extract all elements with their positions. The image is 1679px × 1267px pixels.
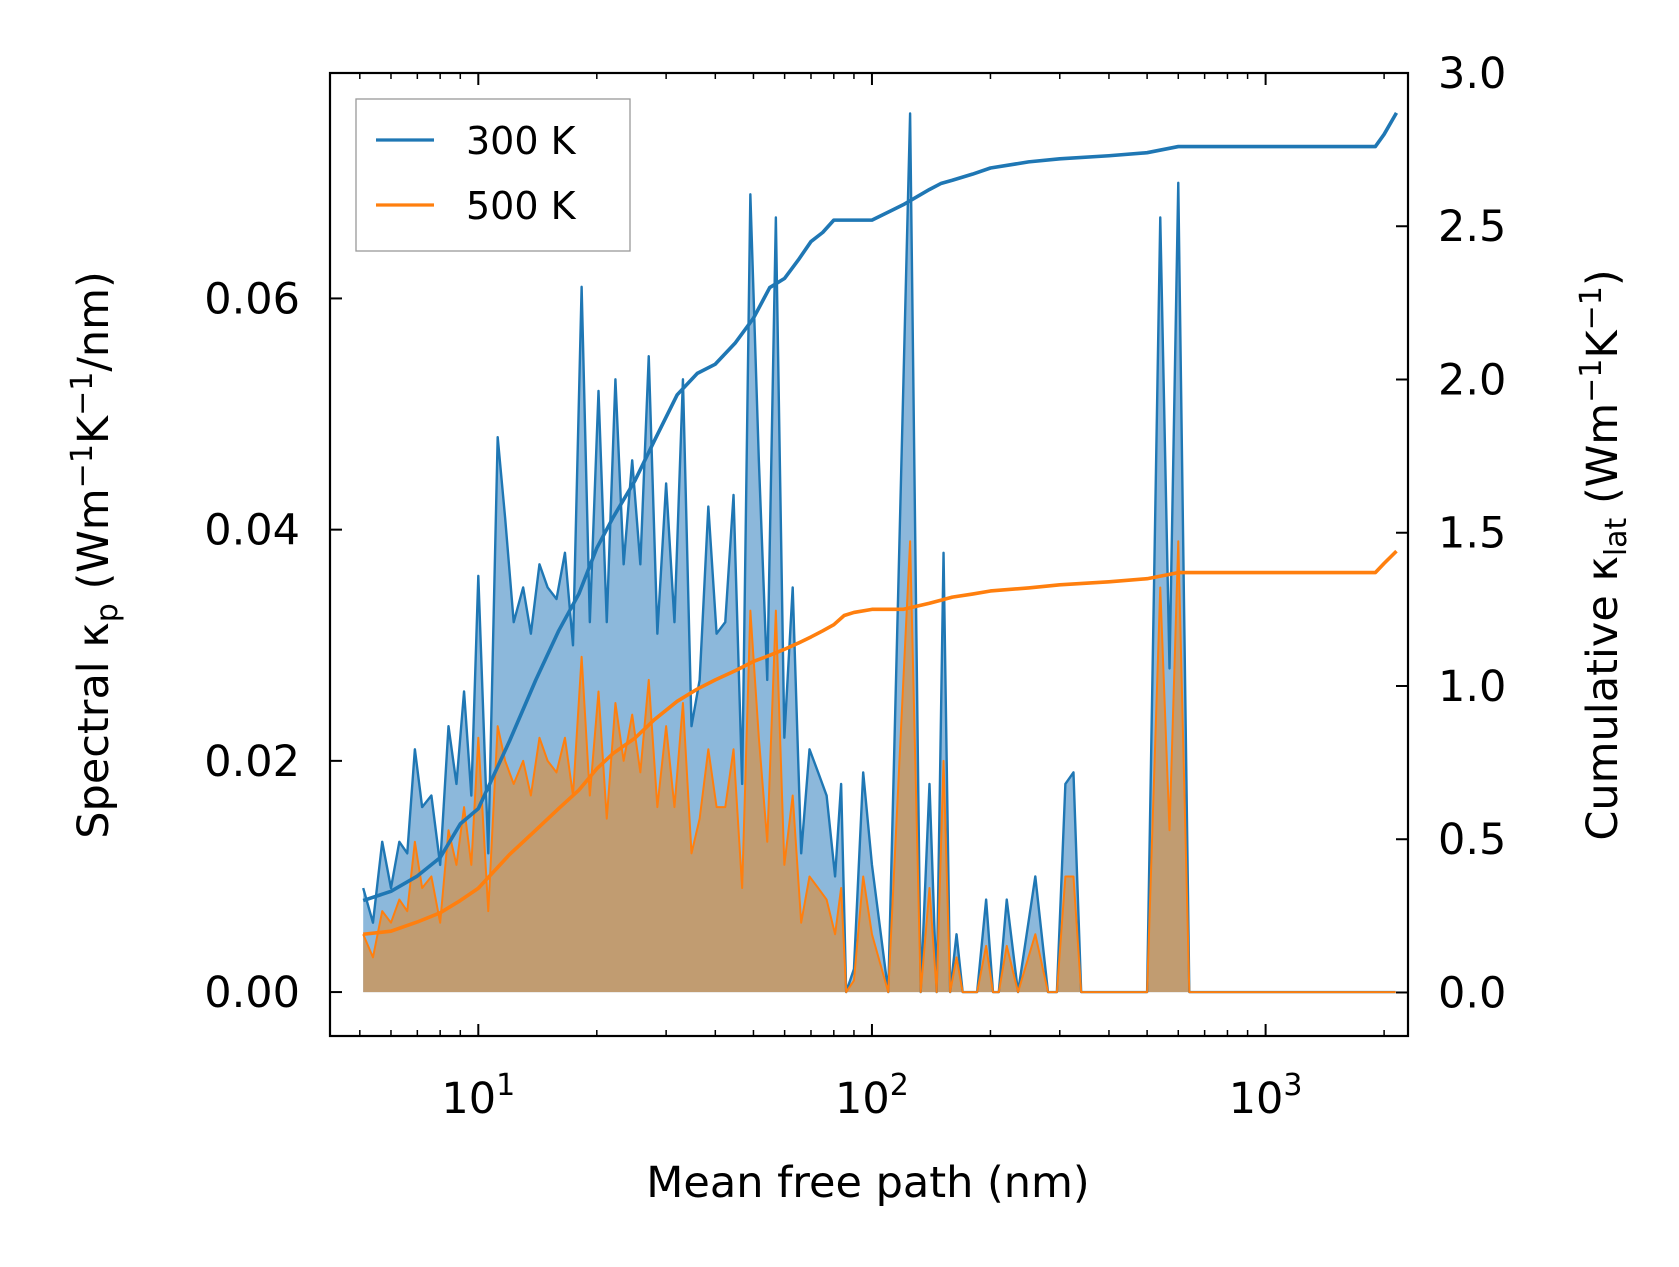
- y-right-tick-label: 1.0: [1438, 662, 1506, 712]
- x-tick-label-exp: 2: [890, 1068, 909, 1103]
- x-tick-label-exp: 3: [1283, 1068, 1302, 1103]
- y-right-label-main: Cumulative κ: [1578, 556, 1628, 840]
- y-left-tick-label: 0.00: [204, 968, 300, 1018]
- spectral-300k-line-group: [362, 112, 1396, 994]
- y-right-tick-labels: 0.0 0.5 1.0 1.5 2.0 2.5 3.0: [1438, 49, 1506, 1018]
- x-tick-label-base: 10: [441, 1074, 496, 1124]
- legend: 300 K 500 K: [355, 98, 631, 252]
- spectral-500k-line-group: [362, 540, 1396, 994]
- x-tick-labels: 101 102 103: [441, 1068, 1302, 1124]
- spectral-500k-fill-group: [363, 541, 1396, 993]
- cumulative-lines-group: [362, 111, 1399, 937]
- y-right-label-unit-close: ): [1578, 269, 1628, 286]
- spectral-300k-line: [362, 112, 1396, 994]
- y-right-label-exp2: −1: [1574, 286, 1609, 330]
- legend-label-300k: 300 K: [466, 119, 577, 163]
- y-left-label-unit-close: /nm): [69, 271, 119, 371]
- y-left-tick-labels: 0.00 0.02 0.04 0.06: [204, 274, 300, 1018]
- x-tick-label: 101: [441, 1068, 515, 1124]
- y-right-tick-label: 1.5: [1438, 509, 1506, 559]
- y-left-tick-label: 0.06: [204, 274, 300, 324]
- y-right-label-sub: lat: [1599, 517, 1634, 556]
- y-left-label-unit-open: (Wm: [69, 488, 119, 603]
- x-tick-label: 103: [1229, 1068, 1303, 1124]
- y-left-tick-label: 0.04: [204, 506, 300, 556]
- x-axis-label: Mean free path (nm): [646, 1158, 1089, 1208]
- y-right-tick-label: 2.5: [1438, 202, 1506, 252]
- x-tick-label-base: 10: [835, 1074, 890, 1124]
- y-right-label-k: K: [1578, 329, 1628, 359]
- axis-ticks: [330, 72, 1408, 1036]
- spectral-500k-line: [362, 540, 1396, 994]
- y-left-label-k: K: [69, 414, 119, 444]
- y-left-label-exp2: −1: [65, 372, 100, 416]
- y-right-label-unit-open: (Wm: [1578, 403, 1628, 518]
- y-left-label-exp1: −1: [65, 444, 100, 488]
- y-left-axis-label: Spectral κp (Wm−1K−1/nm): [65, 271, 125, 839]
- plot-frame: [328, 71, 1410, 1038]
- legend-box: [355, 98, 631, 252]
- y-right-tick-label: 3.0: [1438, 49, 1506, 99]
- x-tick-label: 102: [835, 1068, 909, 1124]
- y-right-label-exp1: −1: [1574, 359, 1609, 403]
- y-left-label-sub: p: [90, 603, 125, 622]
- x-tick-label-base: 10: [1229, 1074, 1284, 1124]
- cumulative-300k-line: [362, 111, 1399, 903]
- y-left-label-main: Spectral κ: [69, 622, 119, 839]
- x-tick-label-exp: 1: [496, 1068, 515, 1103]
- spectral-500k-area: [363, 541, 1396, 993]
- legend-label-500k: 500 K: [466, 184, 577, 228]
- y-right-axis-label: Cumulative κlat (Wm−1K−1): [1574, 269, 1634, 840]
- y-left-tick-label: 0.02: [204, 737, 300, 787]
- y-right-tick-label: 2.0: [1438, 355, 1506, 405]
- y-right-tick-label: 0.5: [1438, 815, 1506, 865]
- cumulative-500k-line: [362, 549, 1398, 937]
- y-right-tick-label: 0.0: [1438, 968, 1506, 1018]
